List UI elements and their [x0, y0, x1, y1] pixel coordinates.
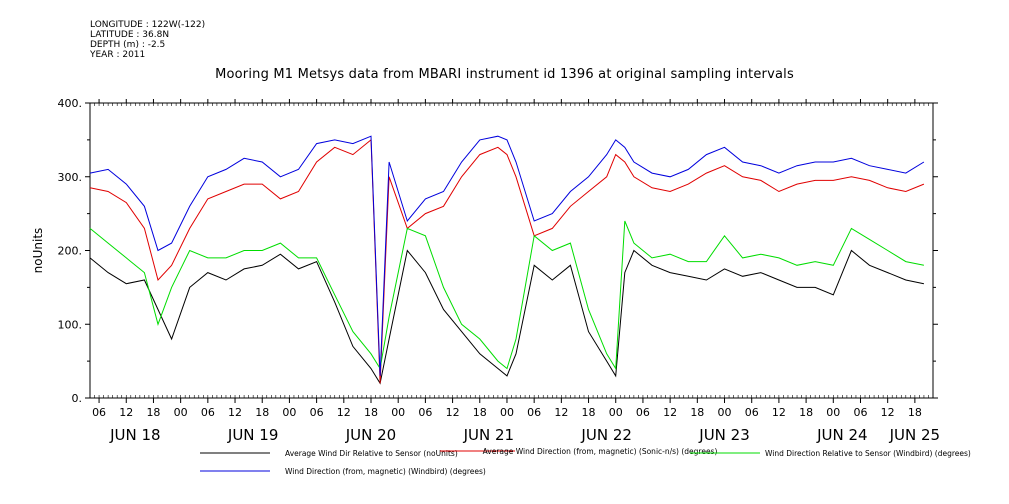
x-day-label: JUN 20 — [345, 426, 396, 444]
x-tick-label: 00 — [391, 406, 405, 419]
longitude-label: LONGITUDE : 122W(-122) — [90, 20, 206, 30]
latitude-label: LATITUDE : 36.8N — [90, 30, 170, 40]
x-day-label: JUN 19 — [227, 426, 278, 444]
y-tick-label: 400. — [58, 97, 83, 110]
x-tick-label: 06 — [636, 406, 650, 419]
x-tick-label: 00 — [718, 406, 732, 419]
x-tick-label: 18 — [582, 406, 596, 419]
series-line-3 — [89, 135, 925, 376]
chart-title: Mooring M1 Metsys data from MBARI instru… — [215, 67, 794, 82]
x-day-label: JUN 21 — [463, 426, 514, 444]
x-tick-label: 18 — [799, 406, 813, 419]
x-day-label: JUN 25 — [889, 426, 940, 444]
x-day-label: JUN 24 — [816, 426, 867, 444]
year-label: YEAR : 2011 — [90, 50, 146, 60]
x-tick-label: 06 — [92, 406, 106, 419]
x-tick-label: 12 — [119, 406, 133, 419]
x-tick-label: 18 — [473, 406, 487, 419]
x-tick-label: 06 — [527, 406, 541, 419]
x-tick-label: 06 — [310, 406, 324, 419]
y-tick-label: 0. — [72, 392, 83, 405]
y-axis-label: noUnits — [31, 228, 45, 274]
x-day-label: JUN 23 — [698, 426, 749, 444]
y-tick-label: 100. — [58, 318, 83, 331]
x-tick-label: 06 — [418, 406, 432, 419]
x-tick-label: 06 — [745, 406, 759, 419]
depth-label: DEPTH (m) : -2.5 — [90, 40, 166, 50]
x-tick-label: 00 — [609, 406, 623, 419]
x-day-label: JUN 22 — [580, 426, 631, 444]
metadata-block: LONGITUDE : 122W(-122) LATITUDE : 36.8N … — [90, 20, 205, 60]
x-tick-label: 00 — [282, 406, 296, 419]
x-tick-label: 12 — [663, 406, 677, 419]
legend-label-0: Average Wind Dir Relative to Sensor (noU… — [285, 449, 458, 458]
x-tick-label: 00 — [174, 406, 188, 419]
x-tick-label: 18 — [690, 406, 704, 419]
y-tick-label: 200. — [58, 245, 83, 258]
x-tick-label: 18 — [364, 406, 378, 419]
y-tick-label: 300. — [58, 171, 83, 184]
legend-label-3: Wind Direction (from, magnetic) (Windbir… — [285, 467, 486, 476]
series-line-2 — [89, 220, 925, 371]
x-tick-label: 12 — [554, 406, 568, 419]
x-tick-label: 18 — [255, 406, 269, 419]
x-tick-label: 18 — [146, 406, 160, 419]
x-tick-label: 12 — [446, 406, 460, 419]
legend-label-2: Wind Direction Relative to Sensor (Windb… — [765, 449, 971, 458]
x-tick-label: 00 — [500, 406, 514, 419]
x-tick-label: 06 — [201, 406, 215, 419]
x-tick-label: 12 — [337, 406, 351, 419]
legend-label-1: Average Wind Direction (from, magnetic) … — [483, 447, 718, 456]
x-tick-label: 06 — [853, 406, 867, 419]
x-tick-label: 18 — [908, 406, 922, 419]
x-day-label: JUN 18 — [109, 426, 160, 444]
series-line-1 — [89, 138, 925, 384]
x-tick-label: 12 — [772, 406, 786, 419]
x-tick-label: 12 — [881, 406, 895, 419]
x-tick-label: 12 — [228, 406, 242, 419]
series-line-0 — [89, 249, 925, 385]
x-tick-label: 00 — [826, 406, 840, 419]
